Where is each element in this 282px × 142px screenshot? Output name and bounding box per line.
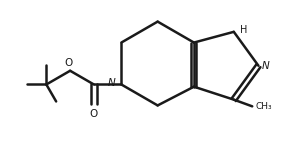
Text: CH₃: CH₃ <box>255 102 272 111</box>
Text: H: H <box>240 25 247 35</box>
Text: N: N <box>108 78 115 87</box>
Text: O: O <box>90 109 98 119</box>
Text: N: N <box>261 61 269 71</box>
Text: O: O <box>64 58 72 68</box>
